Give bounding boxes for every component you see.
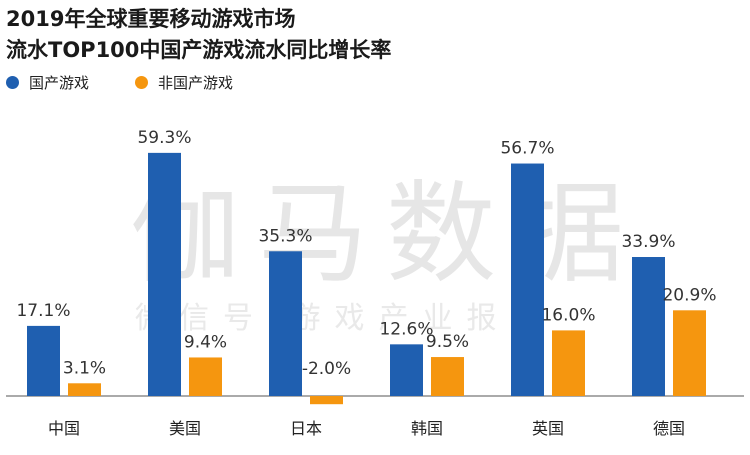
data-label-domestic-1: 59.3% <box>137 128 191 148</box>
data-label-domestic-4: 56.7% <box>500 139 554 159</box>
bar-foreign-2 <box>310 396 343 405</box>
bar-foreign-5 <box>673 310 706 396</box>
bar-domestic-1 <box>148 152 181 396</box>
chart-title: 2019年全球重要移动游戏市场 流水TOP100中国产游戏流水同比增长率 <box>6 4 391 66</box>
category-label-0: 中国 <box>48 419 80 438</box>
watermark-main: 伽马数据 <box>130 170 642 298</box>
bar-domestic-2 <box>269 251 302 396</box>
bar-foreign-0 <box>68 383 101 396</box>
data-label-domestic-3: 12.6% <box>379 319 433 339</box>
bar-domestic-4 <box>511 163 544 396</box>
data-label-foreign-2: -2.0% <box>302 359 351 379</box>
bar-foreign-3 <box>431 357 464 396</box>
bar-domestic-5 <box>632 257 665 396</box>
data-label-domestic-5: 33.9% <box>621 232 675 252</box>
category-label-3: 韩国 <box>411 419 443 438</box>
data-label-foreign-5: 20.9% <box>662 285 716 305</box>
bar-domestic-0 <box>27 325 60 396</box>
bar-domestic-3 <box>390 344 423 396</box>
legend-swatch-domestic <box>6 76 19 89</box>
data-label-foreign-0: 3.1% <box>63 358 106 378</box>
data-label-foreign-1: 9.4% <box>184 332 227 352</box>
legend: 国产游戏 非国产游戏 <box>6 72 279 93</box>
chart-title-line2: 流水TOP100中国产游戏流水同比增长率 <box>6 38 392 62</box>
category-label-1: 美国 <box>169 419 201 438</box>
legend-swatch-foreign <box>135 76 149 89</box>
legend-item-foreign: 非国产游戏 <box>135 72 233 93</box>
category-label-2: 日本 <box>290 419 322 438</box>
bar-foreign-4 <box>552 330 585 396</box>
data-label-domestic-0: 17.1% <box>16 301 70 321</box>
data-label-foreign-3: 9.5% <box>426 332 469 352</box>
category-label-5: 德国 <box>653 419 685 438</box>
chart-title-line1: 2019年全球重要移动游戏市场 <box>6 7 296 31</box>
legend-label-foreign: 非国产游戏 <box>158 74 234 92</box>
data-label-foreign-4: 16.0% <box>541 305 595 325</box>
category-label-4: 英国 <box>532 419 564 438</box>
data-label-domestic-2: 35.3% <box>258 226 312 246</box>
watermark-sub: 微信号 游戏产业报告 <box>135 301 555 336</box>
legend-label-domestic: 国产游戏 <box>29 74 90 92</box>
bar-foreign-1 <box>189 357 222 396</box>
legend-item-domestic: 国产游戏 <box>6 72 89 93</box>
